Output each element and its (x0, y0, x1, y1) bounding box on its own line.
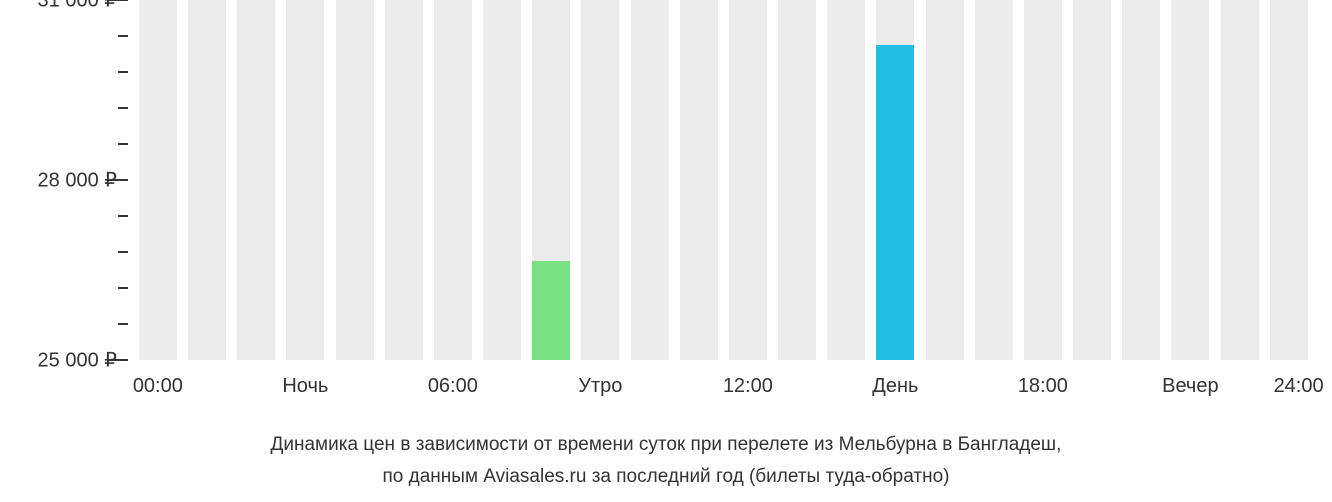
bar-slot (139, 0, 177, 360)
bar-slot (975, 0, 1013, 360)
y-tick-major (108, 359, 128, 361)
caption-line-2: по данным Aviasales.ru за последний год … (0, 466, 1332, 488)
bar-slot (631, 0, 669, 360)
bar-slot (434, 0, 472, 360)
bar-slot (876, 0, 914, 360)
x-axis-label: 06:00 (428, 375, 478, 398)
y-tick-minor (118, 323, 128, 325)
bar-slot (483, 0, 521, 360)
y-tick-minor (118, 215, 128, 217)
bar-slot (1122, 0, 1160, 360)
y-tick-major (108, 0, 128, 1)
plot-area (130, 0, 1310, 360)
bar-slot (286, 0, 324, 360)
bar-slot (385, 0, 423, 360)
x-axis-label: 24:00 (1274, 375, 1324, 398)
y-axis-label: 31 000 ₽ (38, 0, 117, 13)
bar-slot (188, 0, 226, 360)
x-axis-label: 18:00 (1018, 375, 1068, 398)
y-tick-minor (118, 251, 128, 253)
bar-slot (532, 0, 570, 360)
y-tick-major (108, 179, 128, 181)
bar-slot (1270, 0, 1308, 360)
x-axis-label: Утро (578, 375, 622, 398)
bar-slot (1221, 0, 1259, 360)
x-axis-label: 12:00 (723, 375, 773, 398)
bar-slot (237, 0, 275, 360)
bar-slot (778, 0, 816, 360)
y-tick-minor (118, 287, 128, 289)
x-axis-label: Вечер (1162, 375, 1218, 398)
price-by-hour-chart: 25 000 ₽ 28 000 ₽ 31 000 ₽ 00:00 Ночь 06:00 У… (0, 0, 1332, 502)
y-axis-label: 28 000 ₽ (38, 168, 117, 193)
bar-slot (1171, 0, 1209, 360)
y-tick-minor (118, 71, 128, 73)
x-axis-label: 00:00 (133, 375, 183, 398)
bar-slot (680, 0, 718, 360)
y-tick-minor (118, 107, 128, 109)
bar-slot (729, 0, 767, 360)
price-bar (532, 261, 570, 360)
y-tick-minor (118, 143, 128, 145)
caption-line-1: Динамика цен в зависимости от времени су… (0, 434, 1332, 456)
y-axis-label: 25 000 ₽ (38, 348, 117, 373)
bar-slot (827, 0, 865, 360)
price-bar (876, 45, 914, 360)
bar-slot (581, 0, 619, 360)
x-axis-label: Ночь (282, 375, 328, 398)
bar-slot (336, 0, 374, 360)
x-axis-label: День (872, 375, 918, 398)
bar-slot (1073, 0, 1111, 360)
y-tick-minor (118, 35, 128, 37)
bar-slot (926, 0, 964, 360)
bar-slot (1024, 0, 1062, 360)
